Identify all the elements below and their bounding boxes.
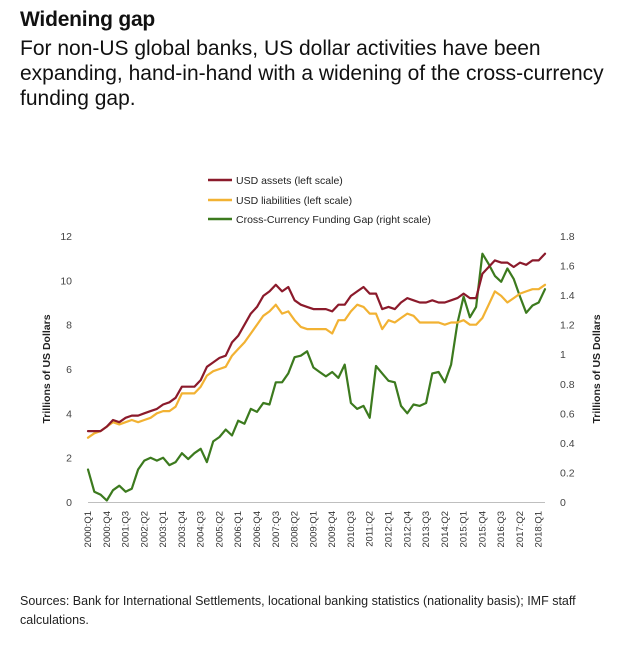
chart-subtitle: For non-US global banks, US dollar activ… — [20, 37, 604, 110]
series-line-funding-gap — [86, 252, 547, 502]
x-tick-label: 2017:Q2 — [515, 511, 526, 547]
left-tick-label: 4 — [66, 408, 72, 420]
x-tick-label: 2009:Q4 — [327, 511, 338, 547]
left-tick-label: 2 — [66, 453, 72, 465]
legend: USD assets (left scale) USD liabilities (… — [208, 175, 431, 226]
axes: 0 2 4 6 8 10 12 0 0.2 0.4 0.6 0.8 1 1.2 1.4 1.6 1.8 Trill… — [41, 231, 603, 547]
left-tick-label: 10 — [60, 275, 72, 287]
x-tick-label: 2008:Q2 — [290, 511, 301, 547]
chart-title: Widening gap — [20, 8, 156, 31]
left-tick-label: 6 — [66, 364, 72, 376]
right-tick-label: 1.4 — [560, 290, 575, 302]
right-tick-label: 0.8 — [560, 379, 575, 391]
x-tick-label: 2015:Q1 — [459, 511, 470, 547]
x-tick-label: 2015:Q4 — [477, 511, 488, 547]
right-tick-label: 1.8 — [560, 231, 575, 243]
series-lines — [86, 252, 547, 502]
line-chart: USD assets (left scale) USD liabilities (… — [41, 175, 603, 547]
legend-label: USD liabilities (left scale) — [236, 195, 352, 207]
left-tick-label: 0 — [66, 497, 72, 509]
right-tick-label: 0.4 — [560, 438, 575, 450]
x-tick-label: 2009:Q1 — [308, 511, 319, 547]
series-line-usd-liabilities — [86, 283, 547, 439]
right-tick-label: 1.6 — [560, 261, 575, 273]
x-tick-label: 2003:Q1 — [158, 511, 169, 547]
x-tick-label: 2011:Q2 — [365, 511, 376, 547]
right-axis-title: Trillions of US Dollars — [591, 314, 603, 423]
right-tick-label: 1 — [560, 349, 566, 361]
right-tick-label: 0.6 — [560, 408, 575, 420]
x-tick-label: 2014:Q2 — [440, 511, 451, 547]
x-tick-label: 2012:Q4 — [402, 511, 413, 547]
x-tick-label: 2006:Q1 — [233, 511, 244, 547]
right-tick-label: 0 — [560, 497, 566, 509]
right-tick-label: 0.2 — [560, 467, 575, 479]
x-tick-label: 2002:Q2 — [139, 511, 150, 547]
left-tick-label: 8 — [66, 320, 72, 332]
x-tick-label: 2012:Q1 — [383, 511, 394, 547]
right-tick-label: 1.2 — [560, 320, 575, 332]
x-tick-label: 2004:Q3 — [196, 511, 207, 547]
x-tick-label: 2016:Q3 — [496, 511, 507, 547]
x-tick-label: 2013:Q3 — [421, 511, 432, 547]
left-tick-label: 12 — [60, 231, 72, 243]
x-tick-label: 2001:Q3 — [121, 511, 132, 547]
left-axis-title: Trillions of US Dollars — [41, 314, 53, 423]
x-tick-label: 2006:Q4 — [252, 511, 263, 547]
legend-label: USD assets (left scale) — [236, 175, 343, 187]
x-tick-label: 2005:Q2 — [214, 511, 225, 547]
legend-label: Cross-Currency Funding Gap (right scale) — [236, 214, 431, 226]
x-tick-label: 2018:Q1 — [534, 511, 545, 547]
x-tick-label: 2007:Q3 — [271, 511, 282, 547]
x-tick-label: 2003:Q4 — [177, 511, 188, 547]
x-tick-label: 2010:Q3 — [346, 511, 357, 547]
x-tick-label: 2000:Q4 — [102, 511, 113, 547]
x-tick-label: 2000:Q1 — [83, 511, 94, 547]
sources-note: Sources: Bank for International Settleme… — [20, 594, 576, 627]
series-line-usd-assets — [86, 252, 547, 433]
